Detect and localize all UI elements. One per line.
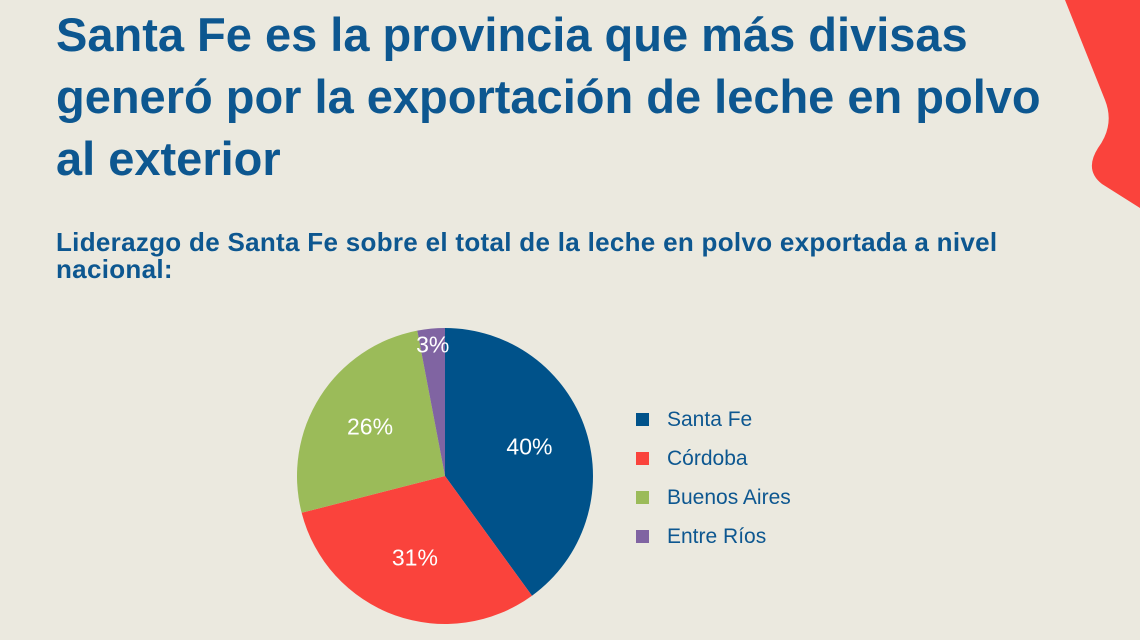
legend-label: Entre Ríos — [667, 524, 767, 548]
pie-slice-buenos-aires — [297, 330, 445, 513]
data-label: 40% — [506, 434, 552, 460]
legend-swatch — [636, 491, 649, 504]
data-label: 31% — [392, 545, 438, 571]
data-label: 3% — [416, 331, 449, 357]
chart-subtitle: Liderazgo de Santa Fe sobre el total de … — [56, 227, 998, 284]
pie-slice-córdoba — [301, 476, 532, 624]
legend-item: Entre Ríos — [636, 517, 791, 556]
legend-item: Buenos Aires — [636, 478, 791, 517]
legend-swatch — [636, 452, 649, 465]
legend-label: Córdoba — [667, 446, 748, 470]
legend-item: Santa Fe — [636, 400, 791, 439]
pie-slice-entre-ríos — [417, 328, 445, 476]
legend-label: Santa Fe — [667, 407, 753, 431]
legend-swatch — [636, 413, 649, 426]
legend-label: Buenos Aires — [667, 485, 791, 509]
page-title: Santa Fe es la provincia que más divisas… — [56, 8, 1041, 185]
chart-legend: Santa Fe Córdoba Buenos Aires Entre Ríos — [636, 400, 791, 556]
legend-swatch — [636, 530, 649, 543]
pie-slice-santa-fe — [445, 328, 593, 596]
legend-item: Córdoba — [636, 439, 791, 478]
data-label: 26% — [347, 413, 393, 439]
